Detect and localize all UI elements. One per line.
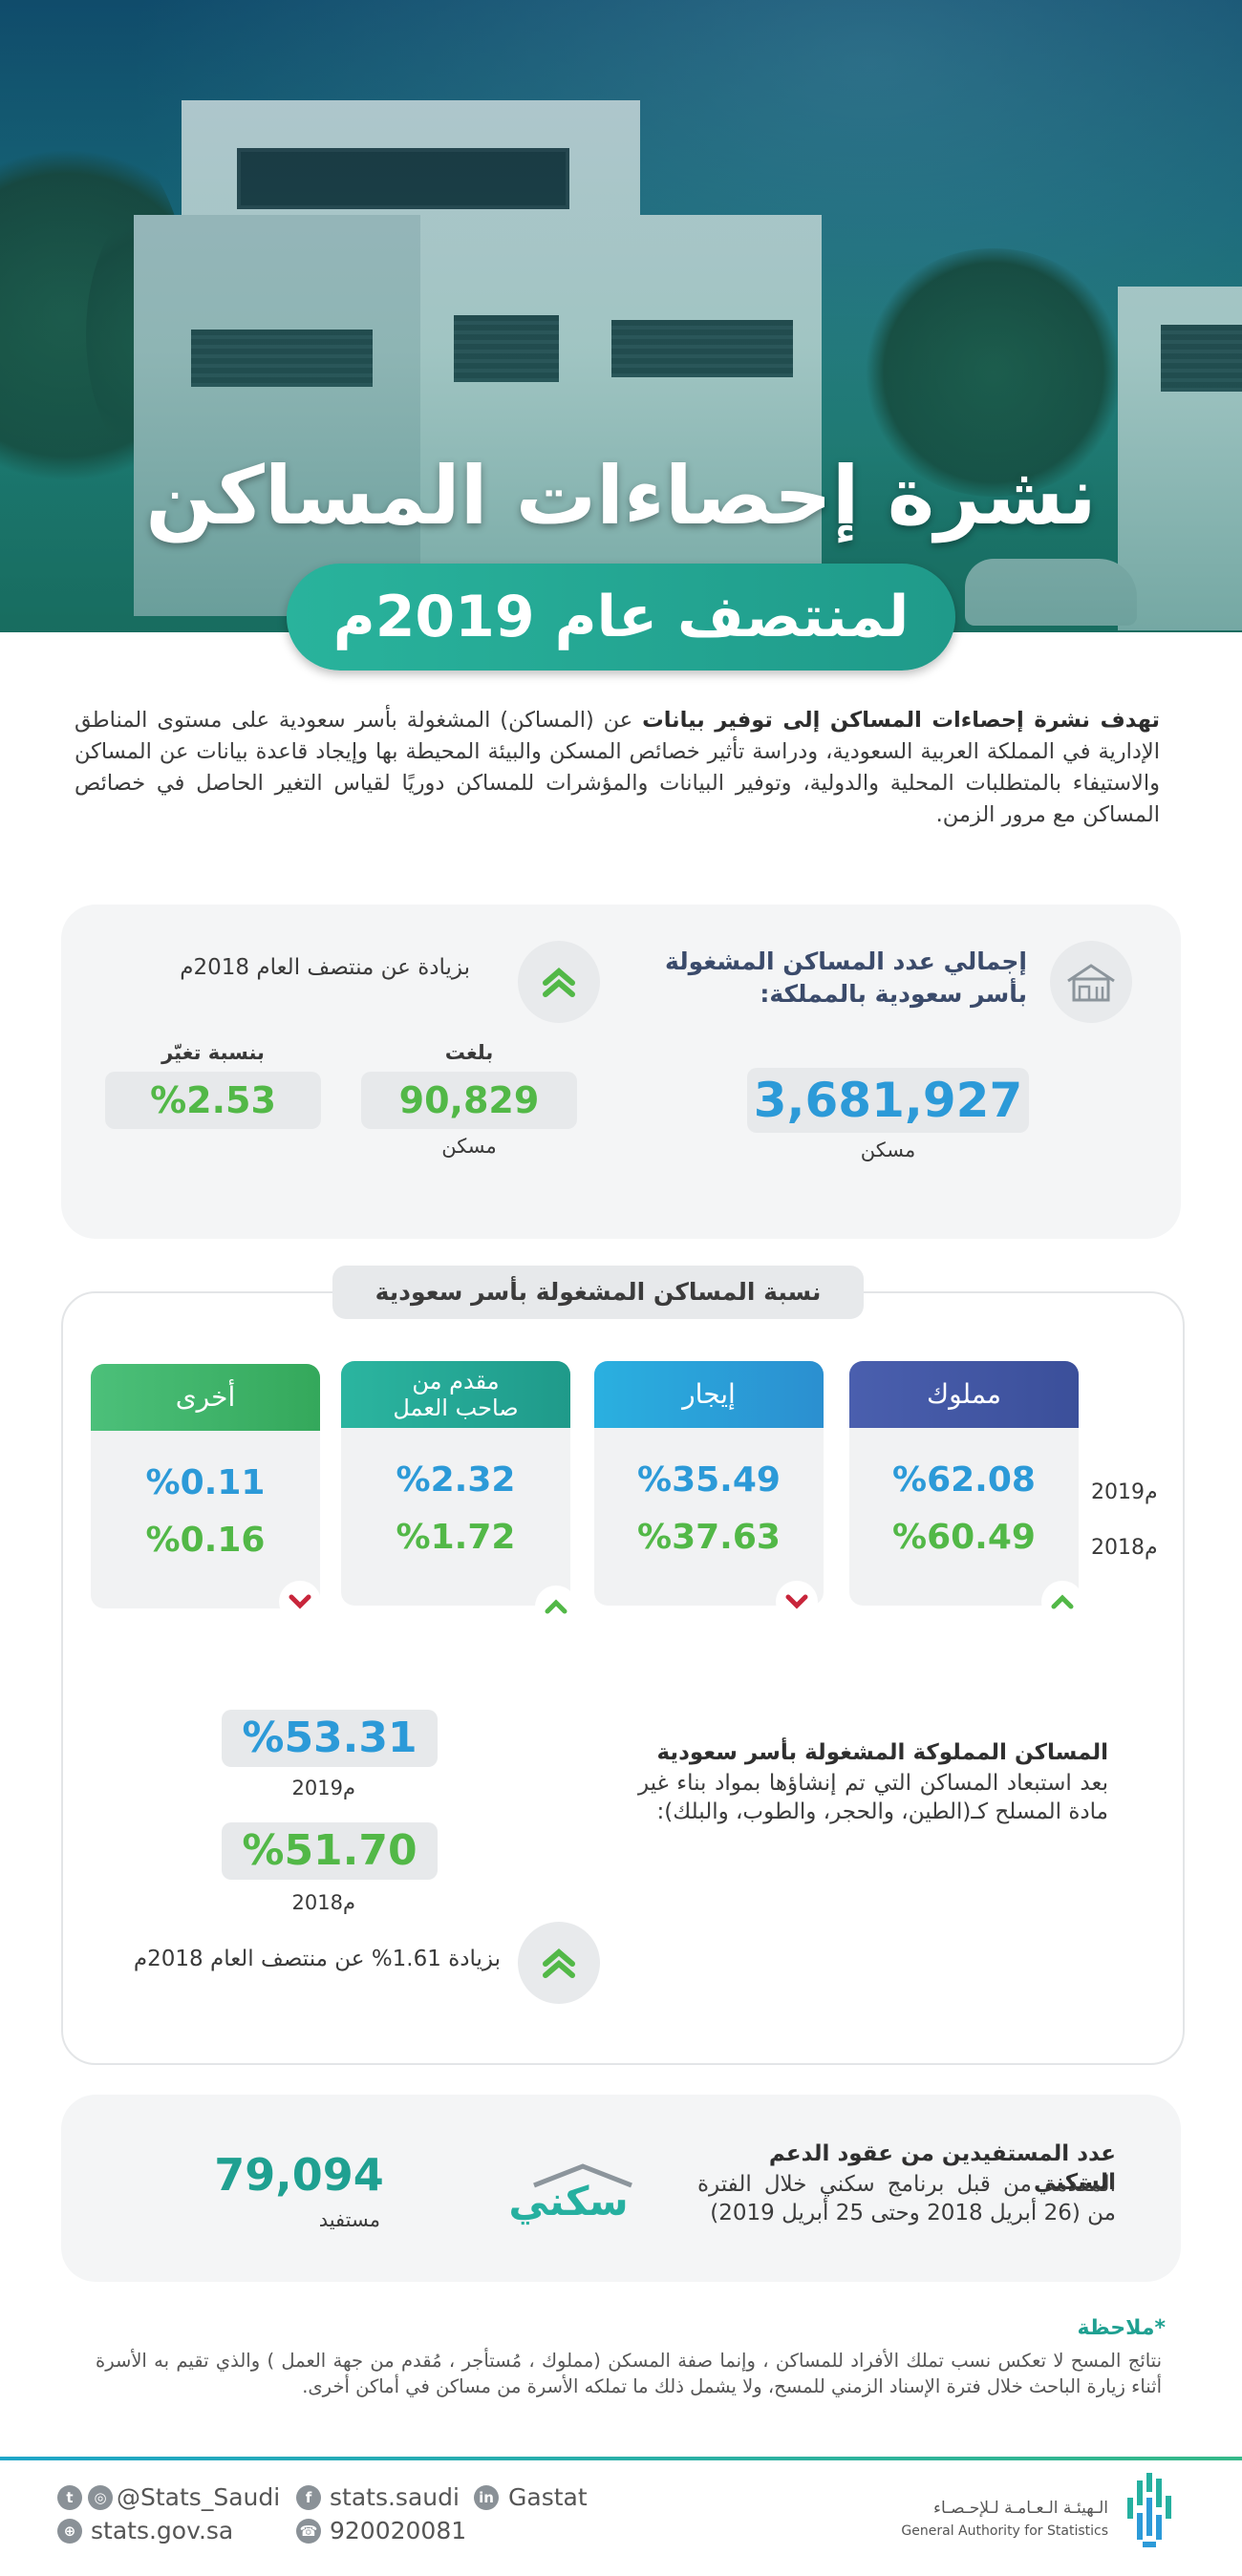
chevron-up-icon: [535, 1586, 577, 1628]
total-unit: مسكن: [860, 1139, 916, 1161]
employer-2018: %1.72: [396, 1518, 516, 1557]
owned-2019-value: %53.31: [222, 1710, 438, 1767]
employer-header-line2: صاحب العمل: [393, 1394, 519, 1421]
sakani-value: 79,094: [214, 2149, 384, 2201]
social-icons-group: t ◎: [57, 2485, 113, 2510]
double-chevron-up-icon: [543, 968, 575, 997]
globe-icon: ⊕: [57, 2519, 82, 2544]
page-title: نشرة إحصاءات المساكن: [145, 449, 1097, 543]
owned-detail-desc: بعد استبعاد المساكن التي تم إنشاؤها بموا…: [638, 1771, 1108, 1824]
employer-header-line1: مقدم من: [412, 1368, 500, 1394]
gastat-logo-icon: [1127, 2473, 1171, 2547]
hero-banner: نشرة إحصاءات المساكن: [0, 0, 1242, 632]
facebook-icon[interactable]: f: [296, 2485, 321, 2510]
reached-value: 90,829: [361, 1072, 577, 1129]
row-label-2019: 2019م: [1091, 1480, 1158, 1504]
sakani-roof-icon: [533, 2163, 632, 2188]
owned-2018-label: 2018م: [291, 1891, 355, 1914]
sakani-logo: سكني: [492, 2161, 645, 2227]
change-value: %2.53: [105, 1072, 321, 1129]
website-link[interactable]: stats.gov.sa: [91, 2517, 234, 2544]
other-2018: %0.16: [145, 1521, 266, 1560]
sakani-card: [61, 2095, 1181, 2282]
total-title: إجمالي عدد المساكن المشغولة بأسر سعودية …: [659, 946, 1027, 1011]
instagram-icon[interactable]: ◎: [88, 2485, 113, 2510]
intro-paragraph: تهدف نشرة إحصاءات المساكن إلى توفير بيان…: [75, 705, 1160, 831]
hero-tint: [0, 0, 1242, 632]
owned-increase-label: بزيادة 1.61% عن منتصف العام 2018م: [133, 1947, 501, 1971]
share-section-header: نسبة المساكن المشغولة بأسر سعودية: [332, 1266, 864, 1319]
rent-column: إيجار %35.49 %37.63: [594, 1361, 824, 1606]
row-label-2018: 2018م: [1091, 1536, 1158, 1560]
double-chevron-up-icon: [543, 1948, 575, 1978]
chevron-down-icon: [776, 1581, 818, 1623]
rent-header: إيجار: [594, 1361, 824, 1428]
linkedin-icon[interactable]: in: [474, 2485, 499, 2510]
employer-header: مقدم من صاحب العمل: [341, 1361, 570, 1428]
intro-lead: تهدف نشرة إحصاءات المساكن إلى توفير بيان…: [642, 708, 1160, 733]
owned-column: مملوك %62.08 %60.49: [849, 1361, 1079, 1606]
rent-2018: %37.63: [637, 1518, 781, 1557]
linkedin-handle[interactable]: Gastat: [508, 2483, 588, 2511]
total-title-line2: بأسر سعودية بالمملكة:: [760, 980, 1027, 1008]
phone-number[interactable]: 920020081: [330, 2517, 467, 2544]
owned-detail-title: المساكن المملوكة المشغولة بأسر سعودية: [656, 1740, 1108, 1765]
owned-2019-label: 2019م: [291, 1777, 355, 1799]
footer-divider: [0, 2457, 1242, 2460]
reached-label: بلغت: [444, 1041, 494, 1064]
other-header: أخرى: [91, 1364, 320, 1431]
other-column: أخرى %0.11 %0.16: [91, 1364, 320, 1608]
chevron-down-icon: [279, 1581, 321, 1623]
twitter-handle[interactable]: @Stats_Saudi: [117, 2483, 281, 2511]
other-2019: %0.11: [145, 1463, 266, 1502]
note-text: نتائج المسح لا تعكس نسب تملك الأفراد للم…: [96, 2350, 1162, 2397]
increase-icon-circle: [518, 941, 600, 1023]
twitter-icon[interactable]: t: [57, 2485, 82, 2510]
owned-2018-value: %51.70: [222, 1822, 438, 1880]
reached-unit: مسكن: [441, 1135, 497, 1158]
sakani-logo-text: سكني: [508, 2178, 629, 2225]
sakani-title: عدد المستفيدين من عقود الدعم السكني: [768, 2141, 1116, 2195]
sakani-unit: مستفيد: [318, 2208, 380, 2231]
facebook-handle[interactable]: stats.saudi: [330, 2483, 460, 2511]
subtitle-pill: لمنتصف عام 2019م: [287, 564, 955, 671]
org-name-en: General Authority for Statistics: [901, 2523, 1108, 2539]
house-icon: [1050, 941, 1132, 1023]
owned-2018: %60.49: [892, 1518, 1036, 1557]
employer-2019: %2.32: [396, 1460, 516, 1500]
increase-label: بزيادة عن منتصف العام 2018م: [180, 955, 470, 980]
owned-header: مملوك: [849, 1361, 1079, 1428]
rent-2019: %35.49: [637, 1460, 781, 1500]
phone-icon: ☎: [296, 2519, 321, 2544]
note-title: *ملاحظة: [1077, 2316, 1166, 2340]
owned-2019: %62.08: [892, 1460, 1036, 1500]
org-name-ar: الـهيئـة الـعـامـة لـلإحـصـاء: [932, 2499, 1108, 2518]
total-value: 3,681,927: [747, 1068, 1029, 1133]
sakani-desc: المقدمة من قبل برنامج سكني خلال الفترة م…: [697, 2172, 1116, 2225]
chevron-up-icon: [1041, 1581, 1083, 1623]
employer-column: مقدم من صاحب العمل %2.32 %1.72: [341, 1361, 570, 1606]
total-title-line1: إجمالي عدد المساكن المشغولة: [665, 947, 1027, 975]
change-label: بنسبة تغيّر: [161, 1041, 265, 1064]
intro-text: عن (المساكن) المشغولة بأسر سعودية على مس…: [75, 708, 1160, 827]
owned-increase-icon-circle: [518, 1922, 600, 2004]
